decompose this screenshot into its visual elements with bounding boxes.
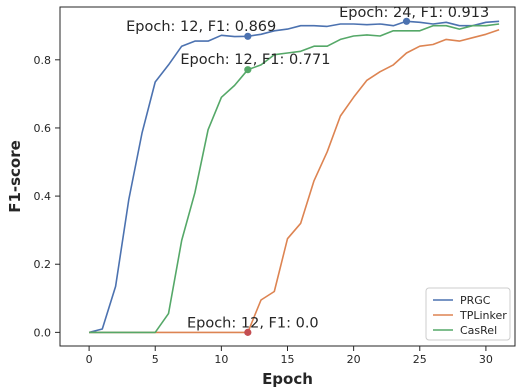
legend-label-prgc: PRGC <box>460 294 491 307</box>
x-tick-label: 0 <box>86 353 93 366</box>
highlight-point-prgc-24 <box>402 17 411 25</box>
highlight-point-casrel-12 <box>244 66 252 74</box>
annotation-label: Epoch: 12, F1: 0.869 <box>126 19 276 35</box>
x-axis: 0 5 10 15 20 25 30 <box>86 346 493 366</box>
x-tick-label: 30 <box>479 353 493 366</box>
y-tick-label: 0.2 <box>34 258 52 271</box>
series-line-prgc <box>88 20 500 334</box>
x-tick-label: 10 <box>214 353 228 366</box>
legend: PRGC TPLinker CasRel <box>425 287 511 341</box>
plot-area: Epoch: 12, F1: 0.869 Epoch: 24, F1: 0.913… <box>88 5 500 336</box>
y-tick-label: 0.6 <box>34 122 52 135</box>
x-tick-label: 5 <box>152 353 159 366</box>
highlight-markers <box>244 17 411 336</box>
y-axis-title: F1-score <box>6 140 24 213</box>
highlight-point-tplinker-12 <box>244 328 252 336</box>
y-axis: 0.0 0.2 0.4 0.6 0.8 <box>34 54 60 339</box>
y-tick-label: 0.8 <box>34 54 52 67</box>
legend-label-tplinker: TPLinker <box>459 309 507 322</box>
highlight-point-prgc-12 <box>244 32 252 40</box>
plot-frame <box>59 6 516 347</box>
series-line-tplinker <box>89 29 500 334</box>
annotations: Epoch: 12, F1: 0.869 Epoch: 24, F1: 0.913… <box>126 5 489 331</box>
series-lines <box>88 20 500 334</box>
x-axis-title: Epoch <box>262 370 313 388</box>
legend-label-casrel: CasRel <box>460 324 497 337</box>
x-tick-label: 20 <box>347 353 361 366</box>
annotation-label: Epoch: 24, F1: 0.913 <box>339 5 489 21</box>
series-line-casrel <box>89 23 500 334</box>
x-tick-label: 15 <box>281 353 295 366</box>
x-tick-label: 25 <box>413 353 427 366</box>
annotation-label: Epoch: 12, F1: 0.0 <box>187 315 319 331</box>
legend-box <box>425 287 511 341</box>
y-tick-label: 0.4 <box>34 190 52 203</box>
annotation-label: Epoch: 12, F1: 0.771 <box>180 52 330 68</box>
y-tick-label: 0.0 <box>34 326 52 339</box>
